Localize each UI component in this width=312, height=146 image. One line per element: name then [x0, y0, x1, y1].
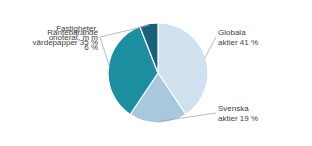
- svg-text:Svenskaaktier 19 %: Svenskaaktier 19 %: [218, 104, 258, 123]
- svg-text:Globalaaktier 41 %: Globalaaktier 41 %: [218, 28, 258, 47]
- svg-text:Fastigheter,onoterat, m m6 %: Fastigheter,onoterat, m m6 %: [49, 23, 99, 51]
